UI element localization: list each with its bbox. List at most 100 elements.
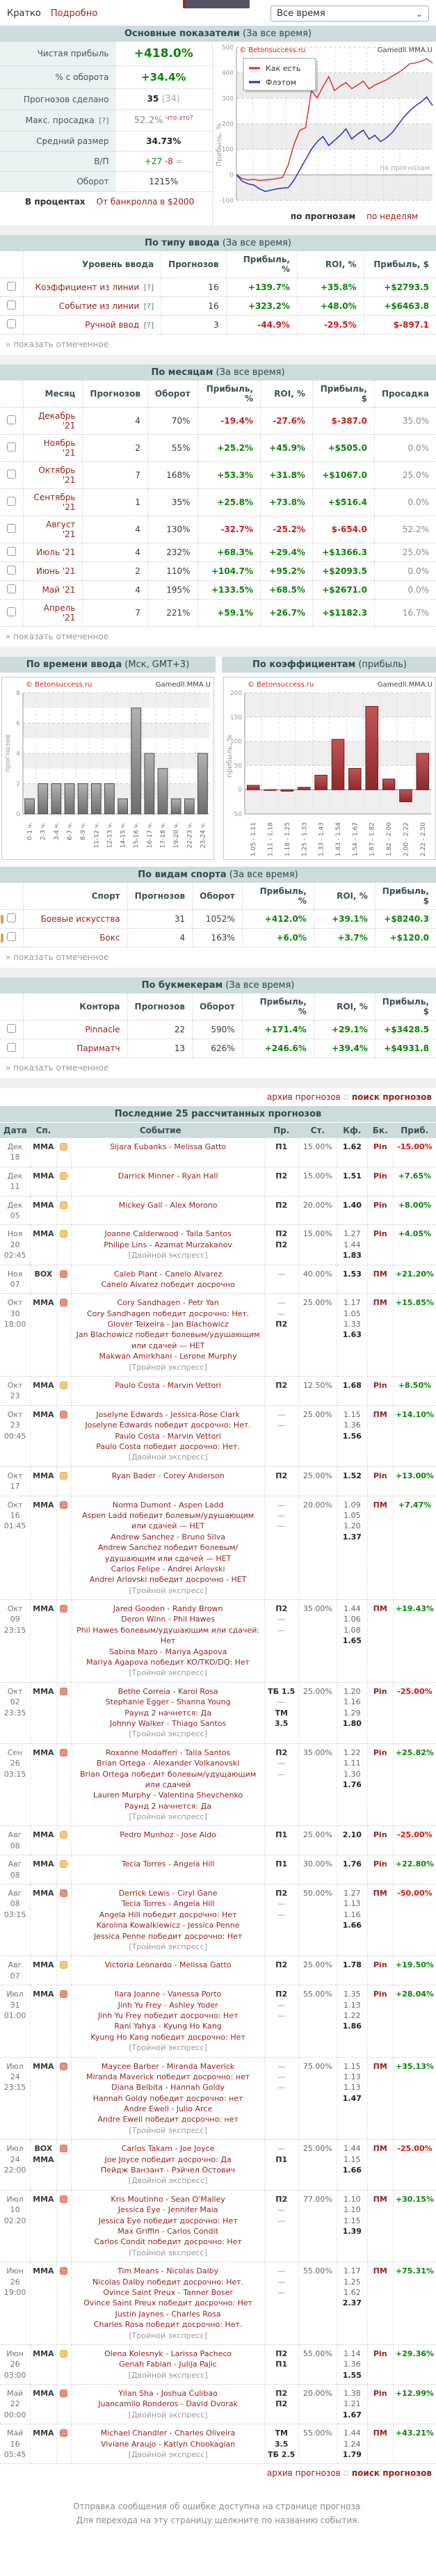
- event-link[interactable]: Olena Kolesnyk - Larissa Pacheco: [104, 2349, 232, 2358]
- event-link[interactable]: Caleb Plant - Canelo Alvarez: [113, 1269, 223, 1279]
- bookie-link[interactable]: Pin: [373, 1229, 387, 1239]
- event-link[interactable]: Mickey Gall - Alex Morono: [118, 1200, 218, 1210]
- bookie-link[interactable]: ПМ: [373, 2194, 387, 2204]
- bookie-link[interactable]: ПМ: [373, 1409, 387, 1419]
- event-link[interactable]: Juancamilo Ronderos - David Dvorak: [98, 2399, 238, 2409]
- month-row-link[interactable]: Июнь '21: [36, 566, 76, 576]
- show-marked-anchor[interactable]: » показать отмеченное: [6, 952, 109, 962]
- event-link[interactable]: Michael Chandler - Charles Oliveira: [100, 2429, 236, 2438]
- month-row-link[interactable]: Июль '21: [36, 547, 76, 557]
- search-link[interactable]: поиск прогнозов: [351, 2468, 432, 2479]
- row-checkbox[interactable]: [7, 497, 16, 506]
- units-percent-link[interactable]: В процентах: [25, 197, 86, 207]
- event-link[interactable]: Johnny Walker - Thiago Santos: [109, 1718, 227, 1728]
- event-link[interactable]: Tim Means - Nicolas Dalby: [118, 2266, 219, 2276]
- search-link[interactable]: поиск прогнозов: [351, 1092, 432, 1102]
- tab-brief[interactable]: Кратко: [7, 8, 41, 19]
- what-is-this-link[interactable]: что это?: [165, 115, 193, 122]
- event-link[interactable]: Ovince Saint Preux - Tanner Boser: [103, 2287, 233, 2297]
- row-checkbox[interactable]: [7, 913, 16, 922]
- units-bankroll-link[interactable]: От банкролла в $2000: [96, 197, 195, 207]
- sport-row-link[interactable]: Боевые искусства: [40, 914, 120, 924]
- input-type-row-link[interactable]: Событие из линии: [58, 301, 140, 311]
- input-type-row-link[interactable]: Ручной ввод: [85, 320, 140, 330]
- row-checkbox[interactable]: [7, 319, 16, 328]
- tab-detailed[interactable]: Подробно: [50, 8, 98, 19]
- event-link[interactable]: Пейдж Ванзант - Рэйчел Остович: [100, 2166, 236, 2175]
- input-type-row-link[interactable]: Коэффициент из линии: [35, 282, 140, 292]
- event-link[interactable]: Derrick Lewis - Ciryl Gane: [118, 1889, 218, 1898]
- event-link[interactable]: Philipe Lins - Azamat Murzakanov: [104, 1240, 233, 1249]
- row-checkbox[interactable]: [7, 470, 16, 479]
- period-select[interactable]: Все время ⌄: [271, 6, 429, 22]
- event-link[interactable]: Jinh Yu Frey - Ashley Yoder: [118, 2000, 218, 2010]
- event-link[interactable]: Genah Fabian - Julija Pajic: [119, 2360, 218, 2369]
- event-link[interactable]: Tecia Torres - Angela Hill: [121, 1859, 215, 1869]
- month-row-link[interactable]: Апрель '21: [43, 603, 76, 623]
- event-link[interactable]: Andrew Sanchez - Bruno Silva: [111, 1532, 226, 1542]
- bookie-link[interactable]: Pin: [373, 1200, 387, 1210]
- event-link[interactable]: Bethe Correia - Karol Rosa: [118, 1686, 218, 1696]
- event-link[interactable]: Sijara Eubanks - Melissa Gatto: [110, 1142, 227, 1151]
- row-checkbox[interactable]: [7, 524, 16, 533]
- event-link[interactable]: Roxanne Modafferi - Taila Santos: [105, 1747, 231, 1757]
- event-link[interactable]: Joselyne Edwards - Jessica-Rose Clark: [96, 1409, 240, 1419]
- bookie-link[interactable]: Pin: [373, 1171, 387, 1181]
- event-link[interactable]: Paulo Costa - Marvin Vettori: [115, 1381, 221, 1391]
- show-marked-anchor[interactable]: » показать отмеченное: [6, 1063, 109, 1073]
- bookie-link[interactable]: Pin: [373, 1830, 387, 1840]
- row-checkbox[interactable]: [7, 301, 16, 310]
- sport-row-link[interactable]: Бокс: [99, 933, 120, 943]
- archive-link[interactable]: архив прогнозов: [266, 1092, 341, 1102]
- event-link[interactable]: Glover Teixeira - Jan Blachowicz: [107, 1320, 229, 1329]
- event-link[interactable]: Ilara Joanne - Vanessa Porto: [114, 1990, 222, 1999]
- event-link[interactable]: Yilan Sha - Joshua Culibao: [118, 2389, 218, 2399]
- event-link[interactable]: Darrick Minner - Ryan Hall: [118, 1171, 218, 1181]
- row-checkbox[interactable]: [7, 584, 16, 593]
- bookie-link[interactable]: ПМ: [373, 1500, 387, 1510]
- event-link[interactable]: Jessica Eye - Jennifer Maia: [118, 2205, 218, 2215]
- event-link[interactable]: Brian Ortega - Alexander Volkanovski: [97, 1759, 240, 1768]
- event-link[interactable]: Stephanie Egger - Shanna Young: [105, 1697, 231, 1707]
- event-link[interactable]: Rani Yahya - Kyung Ho Kang: [114, 2022, 222, 2031]
- event-link[interactable]: Pedro Munhoz - Jose Aldo: [120, 1830, 216, 1840]
- row-checkbox[interactable]: [7, 442, 16, 451]
- row-checkbox[interactable]: [7, 932, 16, 941]
- event-link[interactable]: Maycee Barber - Miranda Maverick: [101, 2061, 235, 2071]
- row-checkbox[interactable]: [7, 415, 16, 424]
- bookie-link[interactable]: ПМ: [373, 2266, 387, 2276]
- event-link[interactable]: Karolina Kowalkiewicz - Jessica Penne: [96, 1921, 240, 1930]
- event-link[interactable]: Andre Ewell - Julio Arce: [124, 2104, 213, 2114]
- event-link[interactable]: Tecia Torres - Angela Hill: [121, 1899, 215, 1909]
- event-link[interactable]: Paulo Costa - Marvin Vettori: [115, 1431, 221, 1441]
- event-link[interactable]: Deron Winn - Phil Hawes: [121, 1615, 216, 1624]
- bookie-row-link[interactable]: Pinnacle: [85, 1025, 120, 1034]
- bookie-link[interactable]: Pin: [373, 1686, 387, 1696]
- row-checkbox[interactable]: [7, 547, 16, 556]
- event-link[interactable]: Max Griffin - Carlos Condit: [118, 2226, 218, 2236]
- event-link[interactable]: Norma Dumont - Aspen Ladd: [112, 1500, 224, 1510]
- bookie-link[interactable]: ПМ: [373, 2144, 387, 2154]
- event-link[interactable]: Diana Belbita - Hannah Goldy: [111, 2083, 225, 2093]
- row-checkbox[interactable]: [7, 607, 16, 616]
- event-link[interactable]: Makwan Amirkhani - Lerone Murphy: [99, 1352, 237, 1361]
- row-checkbox[interactable]: [7, 1024, 16, 1033]
- by-weeks-link[interactable]: по неделям: [366, 211, 418, 221]
- bookie-link[interactable]: ПМ: [373, 1298, 387, 1308]
- month-row-link[interactable]: Сентябрь '21: [33, 493, 76, 512]
- bookie-link[interactable]: Pin: [373, 2349, 387, 2358]
- help-icon[interactable]: [?]: [141, 283, 154, 292]
- event-link[interactable]: Ryan Bader - Corey Anderson: [111, 1471, 225, 1480]
- bookie-link[interactable]: ПМ: [373, 2429, 387, 2438]
- bookie-link[interactable]: Pin: [373, 1960, 387, 1970]
- bookie-link[interactable]: Pin: [373, 1859, 387, 1869]
- row-checkbox[interactable]: [7, 1043, 16, 1052]
- event-link[interactable]: Joanne Calderwood - Taila Santos: [104, 1229, 232, 1239]
- month-row-link[interactable]: Декабрь '21: [38, 411, 76, 431]
- help-icon[interactable]: [?]: [96, 116, 109, 125]
- archive-link[interactable]: архив прогнозов: [266, 2468, 341, 2479]
- event-link[interactable]: Sabina Mazo - Mariya Agapova: [108, 1647, 227, 1656]
- show-marked-anchor[interactable]: » показать отмеченное: [6, 632, 109, 641]
- help-icon[interactable]: [?]: [141, 302, 154, 311]
- bookie-link[interactable]: ПМ: [373, 1889, 387, 1898]
